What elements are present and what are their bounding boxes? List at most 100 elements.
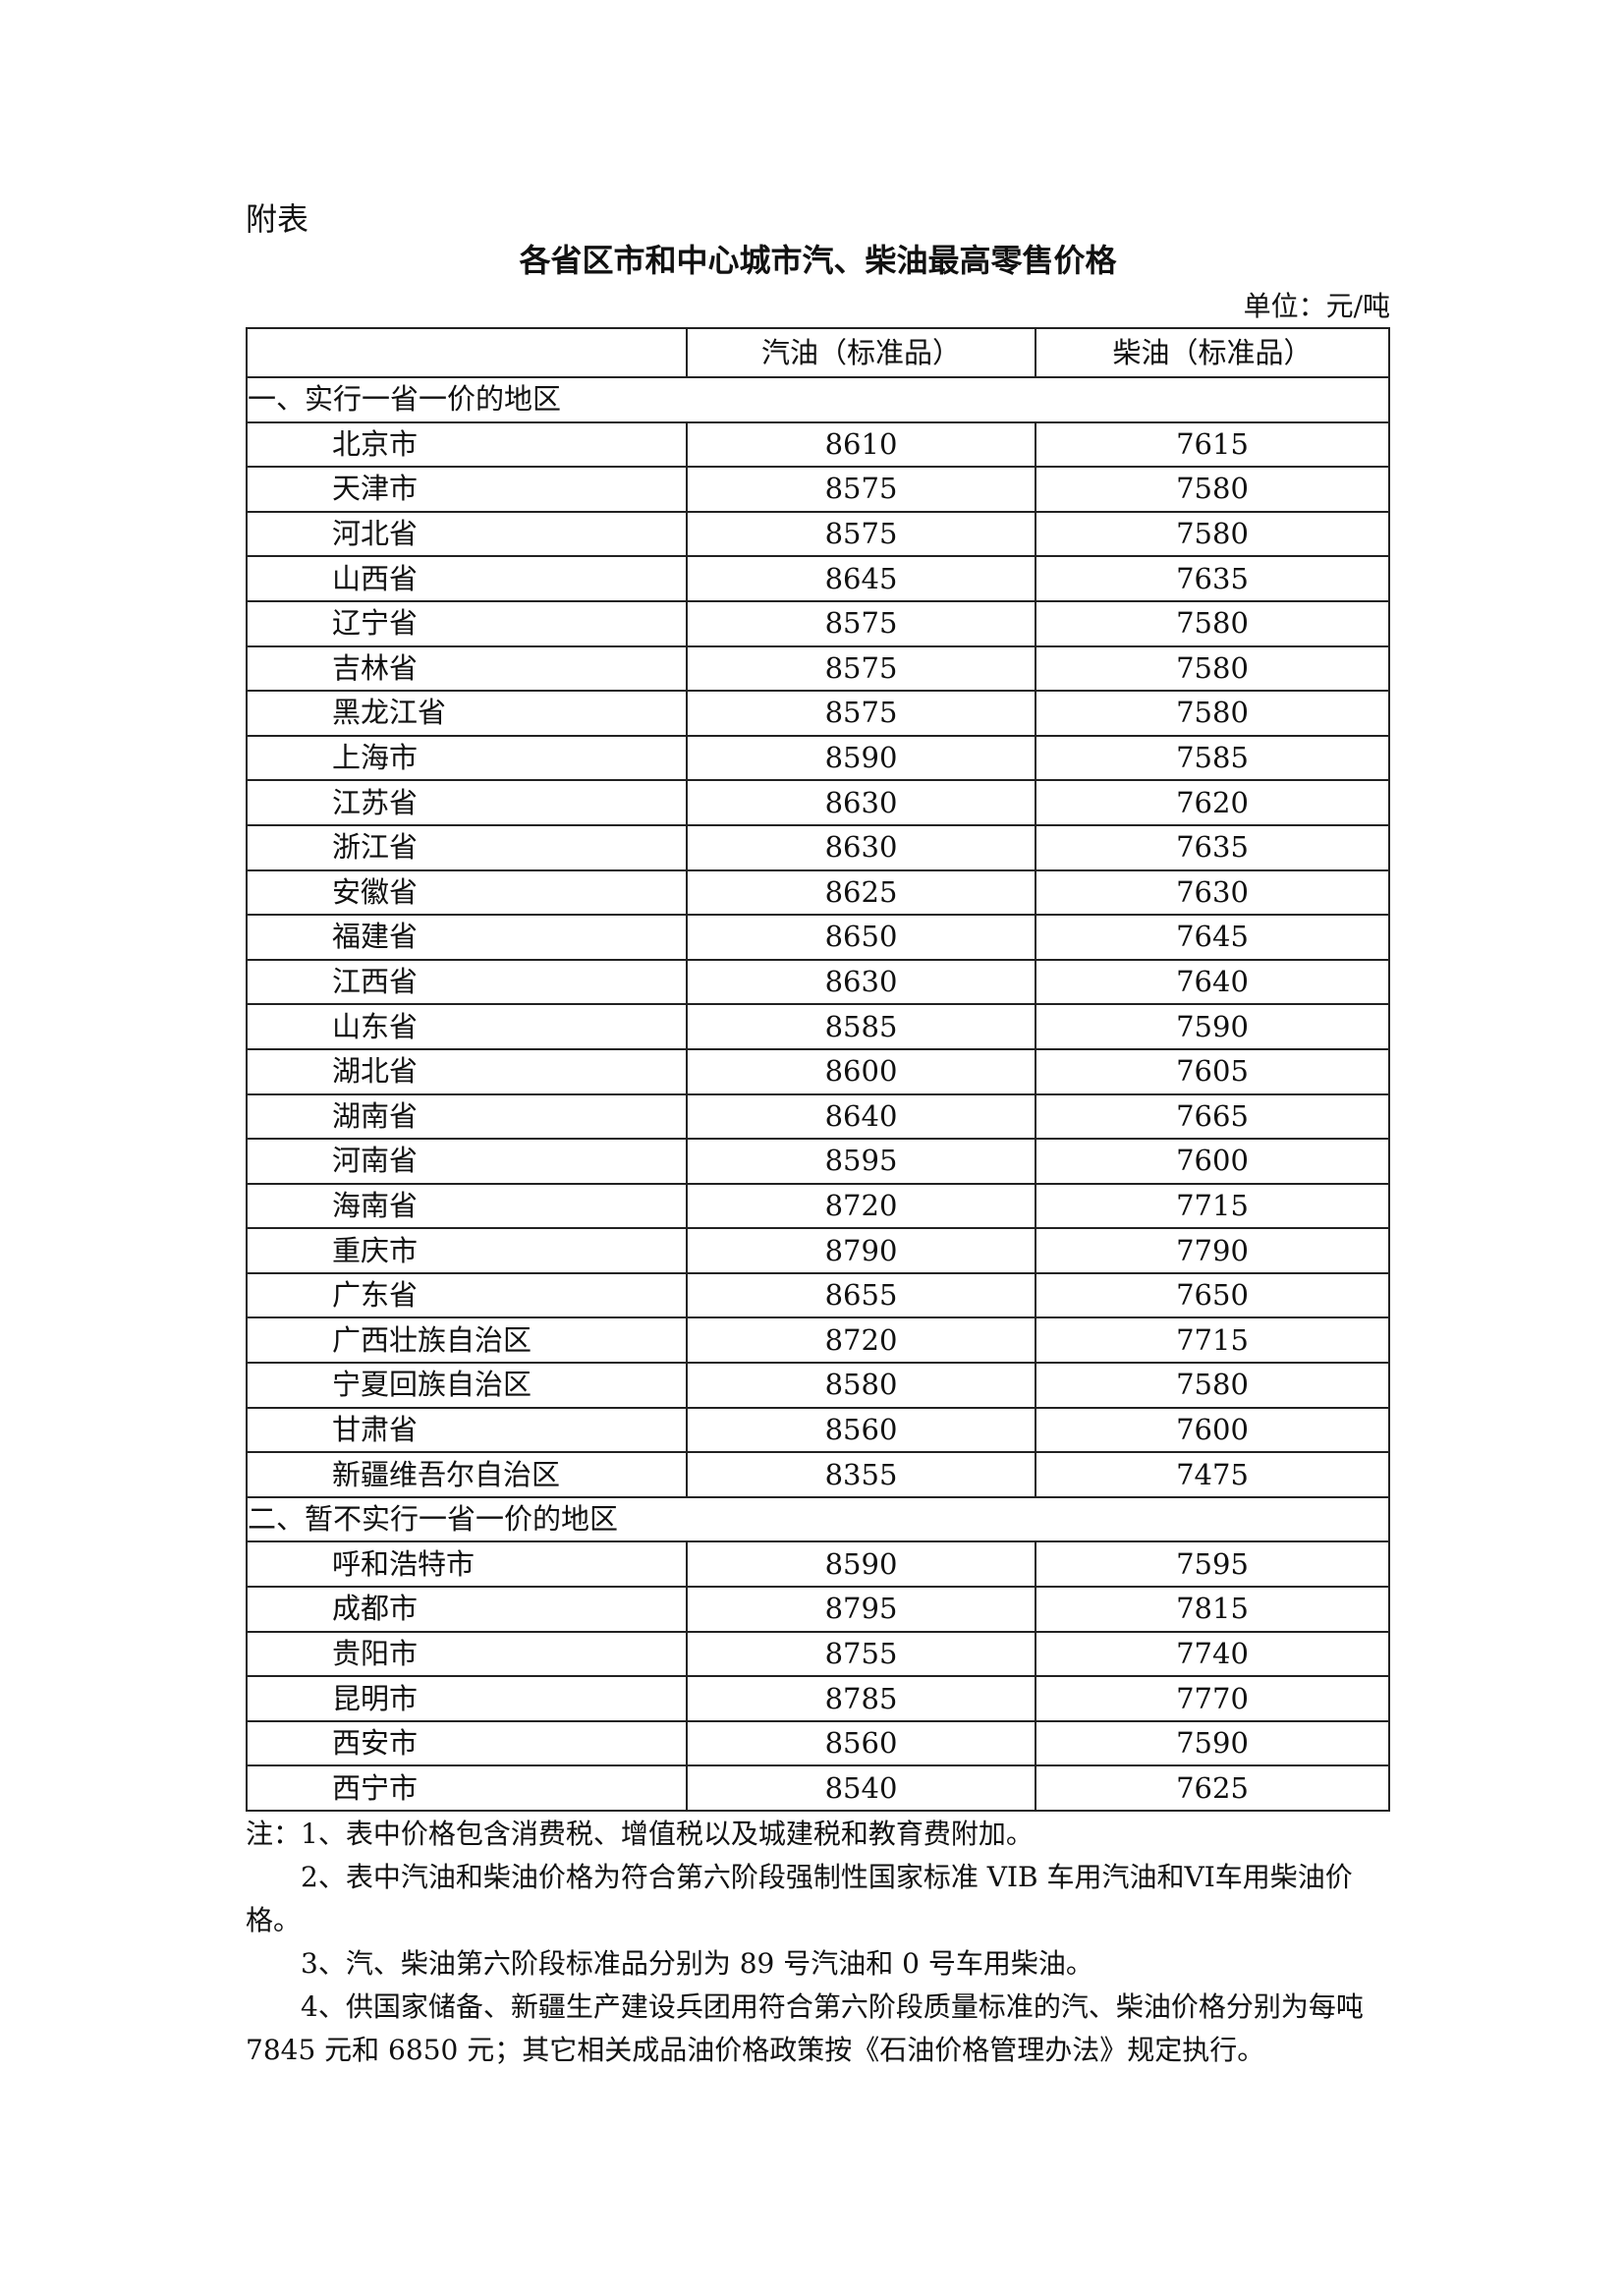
region-cell: 河南省 — [246, 1138, 688, 1185]
region-cell: 浙江省 — [246, 823, 688, 871]
diesel-price-cell: 7770 — [1035, 1675, 1390, 1722]
table-row: 吉林省 8575 7580 — [246, 644, 1390, 693]
table-row: 江苏省 8630 7620 — [246, 779, 1390, 826]
table-row: 天津市 8575 7580 — [246, 466, 1390, 513]
diesel-price-cell: 7640 — [1035, 958, 1390, 1006]
region-cell: 安徽省 — [246, 868, 688, 917]
gasoline-price-cell: 8575 — [686, 510, 1036, 558]
region-cell: 上海市 — [246, 734, 688, 782]
gasoline-price-cell: 8630 — [686, 958, 1036, 1006]
gasoline-price-cell: 8355 — [686, 1451, 1036, 1498]
gasoline-price-cell: 8630 — [686, 779, 1036, 826]
table-row: 广西壮族自治区 8720 7715 — [246, 1316, 1390, 1365]
diesel-price-cell: 7635 — [1035, 823, 1390, 871]
gasoline-price-cell: 8625 — [686, 868, 1036, 917]
gasoline-price-cell: 8610 — [686, 420, 1036, 469]
region-cell: 西安市 — [246, 1719, 688, 1767]
region-cell: 辽宁省 — [246, 599, 688, 647]
diesel-price-cell: 7665 — [1035, 1092, 1390, 1141]
gasoline-price-cell: 8645 — [686, 555, 1036, 602]
diesel-price-cell: 7790 — [1035, 1227, 1390, 1274]
gasoline-price-cell: 8720 — [686, 1182, 1036, 1230]
diesel-price-cell: 7580 — [1035, 690, 1390, 737]
table-row: 河南省 8595 7600 — [246, 1138, 1390, 1185]
table-row: 上海市 8590 7585 — [246, 734, 1390, 782]
table-row: 西宁市 8540 7625 — [246, 1764, 1390, 1812]
gasoline-price-cell: 8795 — [686, 1586, 1036, 1633]
table-row: 宁夏回族自治区 8580 7580 — [246, 1362, 1390, 1409]
table-row: 甘肃省 8560 7600 — [246, 1406, 1390, 1454]
region-cell: 宁夏回族自治区 — [246, 1362, 688, 1409]
gasoline-price-cell: 8655 — [686, 1271, 1036, 1319]
note-1: 注：1、表中价格包含消费税、增值税以及城建税和教育费附加。 — [246, 1818, 1034, 1850]
region-cell: 河北省 — [246, 510, 688, 558]
price-table: 汽油（标准品） 柴油（标准品） 一、实行一省一价的地区 北京市 8610 7615 天津… — [246, 327, 1390, 1812]
diesel-price-cell: 7715 — [1035, 1316, 1390, 1365]
table-row: 重庆市 8790 7790 — [246, 1227, 1390, 1274]
appendix-label: 附表 — [246, 200, 309, 238]
table-row: 黑龙江省 8575 7580 — [246, 690, 1390, 737]
region-cell: 北京市 — [246, 420, 688, 469]
section-row: 二、暂不实行一省一价的地区 — [246, 1495, 1390, 1543]
region-cell: 山西省 — [246, 555, 688, 602]
gasoline-price-cell: 8575 — [686, 690, 1036, 737]
table-row: 贵阳市 8755 7740 — [246, 1630, 1390, 1678]
region-cell: 广西壮族自治区 — [246, 1316, 688, 1365]
gasoline-price-cell: 8590 — [686, 1540, 1036, 1589]
diesel-price-cell: 7595 — [1035, 1540, 1390, 1589]
diesel-price-cell: 7585 — [1035, 734, 1390, 782]
table-row: 呼和浩特市 8590 7595 — [246, 1540, 1390, 1589]
diesel-price-cell: 7590 — [1035, 1719, 1390, 1767]
section-row: 一、实行一省一价的地区 — [246, 376, 1390, 423]
region-cell: 贵阳市 — [246, 1630, 688, 1678]
gasoline-price-cell: 8755 — [686, 1630, 1036, 1678]
header-cell-diesel: 柴油（标准品） — [1035, 327, 1390, 378]
region-cell: 重庆市 — [246, 1227, 688, 1274]
gasoline-price-cell: 8540 — [686, 1764, 1036, 1812]
table-row: 浙江省 8630 7635 — [246, 823, 1390, 871]
header-cell-region — [246, 327, 688, 378]
region-cell: 甘肃省 — [246, 1406, 688, 1454]
gasoline-price-cell: 8650 — [686, 914, 1036, 961]
unit-label: 单位：元/吨 — [1243, 290, 1390, 322]
region-cell: 湖北省 — [246, 1047, 688, 1095]
diesel-price-cell: 7715 — [1035, 1182, 1390, 1230]
diesel-price-cell: 7635 — [1035, 555, 1390, 602]
table-row: 新疆维吾尔自治区 8355 7475 — [246, 1451, 1390, 1498]
gasoline-price-cell: 8640 — [686, 1092, 1036, 1141]
diesel-price-cell: 7475 — [1035, 1451, 1390, 1498]
region-cell: 西宁市 — [246, 1764, 688, 1812]
region-cell: 昆明市 — [246, 1675, 688, 1722]
gasoline-price-cell: 8785 — [686, 1675, 1036, 1722]
diesel-price-cell: 7580 — [1035, 599, 1390, 647]
region-cell: 江苏省 — [246, 779, 688, 826]
diesel-price-cell: 7740 — [1035, 1630, 1390, 1678]
region-cell: 吉林省 — [246, 644, 688, 693]
section-label: 一、实行一省一价的地区 — [246, 376, 1390, 423]
table-row: 北京市 8610 7615 — [246, 420, 1390, 469]
table-row: 湖南省 8640 7665 — [246, 1092, 1390, 1141]
diesel-price-cell: 7630 — [1035, 868, 1390, 917]
gasoline-price-cell: 8560 — [686, 1406, 1036, 1454]
region-cell: 湖南省 — [246, 1092, 688, 1141]
notes: 注：1、表中价格包含消费税、增值税以及城建税和教育费附加。 2、表中汽油和柴油价… — [246, 1813, 1390, 2072]
region-cell: 海南省 — [246, 1182, 688, 1230]
region-cell: 黑龙江省 — [246, 690, 688, 737]
note-2: 2、表中汽油和柴油价格为符合第六阶段强制性国家标准 VIB 车用汽油和VI车用柴… — [246, 1861, 1353, 1936]
region-cell: 江西省 — [246, 958, 688, 1006]
page-title: 各省区市和中心城市汽、柴油最高零售价格 — [519, 242, 1117, 279]
table-row: 河北省 8575 7580 — [246, 510, 1390, 558]
diesel-price-cell: 7590 — [1035, 1003, 1390, 1050]
gasoline-price-cell: 8560 — [686, 1719, 1036, 1767]
diesel-price-cell: 7580 — [1035, 510, 1390, 558]
table-row: 江西省 8630 7640 — [246, 958, 1390, 1006]
gasoline-price-cell: 8790 — [686, 1227, 1036, 1274]
table-row: 山东省 8585 7590 — [246, 1003, 1390, 1050]
table-header-row: 汽油（标准品） 柴油（标准品） — [246, 327, 1390, 378]
diesel-price-cell: 7615 — [1035, 420, 1390, 469]
region-cell: 广东省 — [246, 1271, 688, 1319]
table-row: 辽宁省 8575 7580 — [246, 599, 1390, 647]
note-3: 3、汽、柴油第六阶段标准品分别为 89 号汽油和 0 号车用柴油。 — [301, 1947, 1093, 1980]
gasoline-price-cell: 8580 — [686, 1362, 1036, 1409]
region-cell: 山东省 — [246, 1003, 688, 1050]
